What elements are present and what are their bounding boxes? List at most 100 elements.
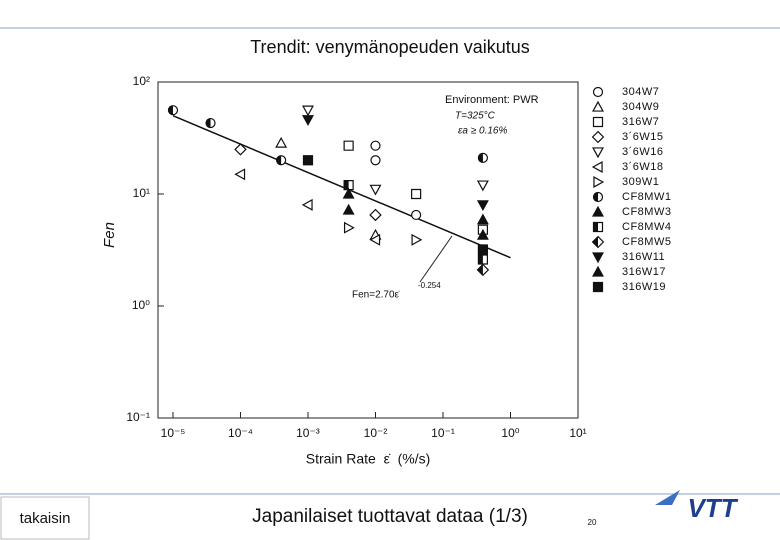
fit-line — [172, 115, 511, 259]
legend-marker-half — [593, 192, 598, 202]
data-point — [370, 140, 381, 151]
legend-marker — [592, 116, 604, 128]
data-point — [343, 140, 354, 151]
legend-marker-shape — [592, 265, 604, 277]
legend-marker-shape — [591, 161, 603, 173]
legend-marker — [593, 176, 605, 188]
data-point — [234, 143, 247, 156]
data-point-shape — [411, 209, 422, 221]
legend-label: 304W9 — [622, 101, 659, 113]
data-point — [302, 155, 314, 166]
data-point — [167, 105, 179, 116]
data-point — [343, 180, 354, 191]
data-point-shape — [342, 203, 355, 215]
legend-label: 309W1 — [622, 176, 659, 188]
legend-marker-shape — [592, 116, 604, 128]
data-point — [343, 221, 355, 234]
annotation: -0.254 — [418, 281, 441, 290]
legend-label: CF8MW4 — [622, 221, 671, 233]
data-point — [342, 187, 355, 199]
legend-marker-shape — [592, 205, 604, 217]
data-point-shape — [476, 200, 489, 212]
legend-label: 304W7 — [622, 86, 659, 98]
data-point-shape — [342, 187, 355, 199]
data-point-shape — [369, 208, 382, 222]
legend-label: CF8MW5 — [622, 236, 671, 248]
data-point — [411, 209, 422, 221]
data-point-shape — [302, 115, 314, 126]
data-point — [476, 180, 489, 192]
x-tick-label: 10⁻⁵ — [161, 426, 186, 440]
data-point — [205, 117, 216, 129]
data-point-shape — [234, 143, 247, 156]
data-point — [411, 233, 423, 246]
data-point-shape — [411, 188, 422, 200]
legend-marker — [592, 221, 604, 233]
data-point-shape — [301, 198, 313, 211]
legend-marker-shape — [592, 100, 604, 112]
data-point-half — [276, 155, 282, 165]
back-button-label[interactable]: takaisin — [20, 510, 71, 527]
data-point-shape — [369, 184, 382, 196]
data-point-shape — [369, 233, 381, 246]
legend-label: 316W17 — [622, 266, 666, 278]
y-tick-label: 10¹ — [133, 186, 150, 200]
data-point-shape — [370, 140, 381, 151]
legend-marker — [592, 281, 604, 293]
y-axis-label: Fen — [101, 222, 118, 248]
legend-marker — [592, 100, 604, 112]
legend-marker — [591, 235, 605, 249]
data-point — [369, 233, 381, 246]
legend-marker — [592, 191, 604, 203]
legend-marker-shape — [592, 252, 604, 264]
data-point — [342, 203, 355, 215]
data-point — [369, 208, 382, 222]
logo: VTT — [655, 490, 739, 523]
legend-marker — [591, 130, 605, 144]
data-point-half — [478, 255, 483, 265]
legend-marker — [592, 205, 604, 217]
data-point-shape — [343, 221, 355, 234]
data-point-shape — [302, 105, 314, 117]
legend-label: 316W11 — [622, 251, 665, 263]
legend-label: 3´6W16 — [622, 146, 664, 158]
data-point — [302, 115, 314, 126]
legend-marker — [592, 252, 604, 264]
data-point-shape — [234, 168, 246, 181]
data-point-shape — [476, 228, 489, 240]
legend-marker — [591, 161, 603, 173]
legend-label: 316W7 — [622, 116, 659, 128]
legend-marker-half — [593, 222, 598, 232]
slide-title: Trendit: venymänopeuden vaikutus — [250, 37, 530, 57]
legend-label: CF8MW3 — [622, 206, 671, 218]
data-point — [476, 263, 490, 277]
data-point — [301, 198, 313, 211]
annotation: εa ≥ 0.16% — [458, 126, 507, 137]
annotation: T=325°C — [455, 111, 496, 122]
x-tick-label: 10⁻² — [364, 426, 388, 440]
y-tick-label: 10⁰ — [132, 298, 150, 312]
data-point-half — [477, 264, 483, 276]
data-point — [476, 213, 489, 225]
data-point — [234, 168, 246, 181]
legend-marker-shape — [592, 281, 604, 293]
data-point-half — [478, 153, 483, 163]
x-axis-label: Strain Rate ε̇ (%/s) — [306, 451, 431, 467]
x-tick-label: 10⁰ — [501, 426, 519, 440]
data-point — [477, 152, 488, 164]
legend-marker — [592, 147, 604, 159]
data-point-shape — [302, 155, 314, 166]
x-tick-label: 10¹ — [569, 426, 586, 440]
legend-label: CF8MW1 — [622, 191, 671, 203]
data-point-shape — [370, 155, 381, 166]
legend-marker-shape — [592, 86, 604, 98]
legend-marker-half — [592, 236, 598, 248]
back-button[interactable] — [0, 496, 90, 540]
data-point — [302, 105, 314, 117]
data-point-shape — [477, 244, 488, 255]
legend-marker-shape — [591, 130, 605, 144]
legend-label: 3´6W15 — [622, 131, 664, 143]
legend-marker-shape — [592, 147, 604, 159]
data-point — [411, 188, 422, 200]
